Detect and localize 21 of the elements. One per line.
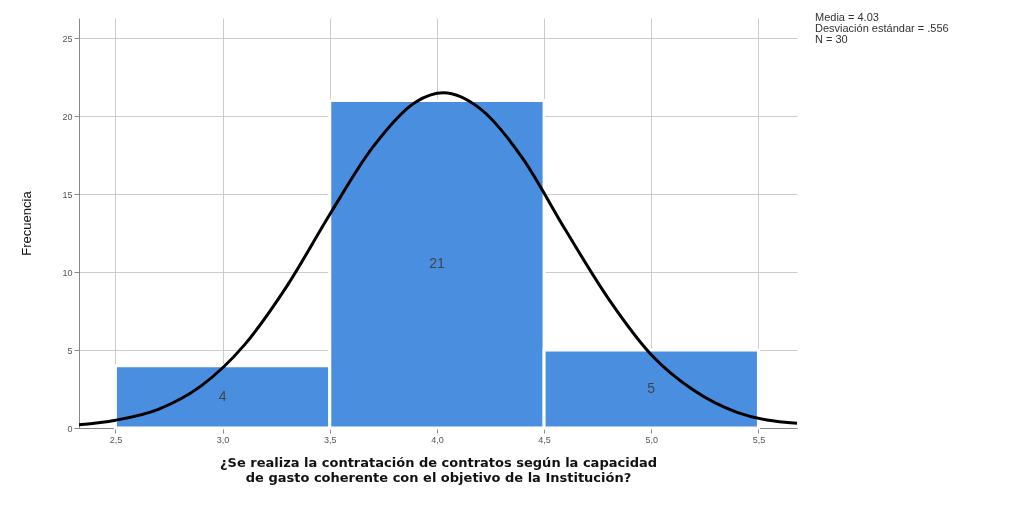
x-tick-label: 4,5	[538, 434, 551, 445]
y-tick-label: 10	[62, 267, 73, 278]
x-tick-label: 5,5	[752, 434, 766, 445]
y-tick-label: 15	[62, 189, 73, 200]
data-label: 21	[429, 255, 445, 272]
x-tick-label: 5,0	[645, 434, 659, 445]
y-tick-label: 20	[62, 111, 73, 122]
y-axis-title: Frecuencia	[19, 190, 35, 256]
x-tick-label: 3,0	[216, 434, 230, 445]
y-tick-label: 0	[67, 423, 73, 434]
y-tick-label: 25	[62, 33, 73, 44]
x-tick-label: 2,5	[109, 434, 123, 445]
text: Media = 4.03	[815, 11, 880, 23]
x-tick-label: 3,5	[324, 434, 337, 445]
y-tick-label: 5	[67, 345, 73, 356]
x-tick-label: 4,0	[431, 434, 444, 445]
data-label: 4	[218, 387, 227, 404]
text: Desviación estándar = .556	[815, 22, 949, 34]
x-axis-title: ¿Se realiza la contratación de contratos según la capacidad de gasto coherente con el objetivo de la Institución?	[219, 454, 658, 485]
data-label: 5	[647, 380, 656, 397]
text: N = 30	[815, 33, 849, 45]
